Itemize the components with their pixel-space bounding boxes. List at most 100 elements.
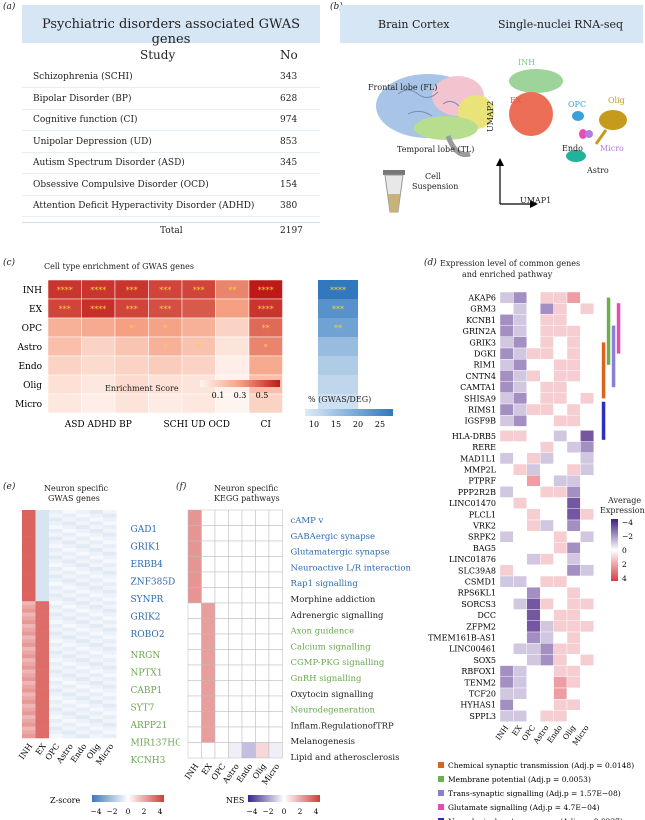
e-cell (49, 578, 63, 583)
f-cell (268, 664, 283, 681)
e-cell (62, 544, 76, 549)
study-count: 345 (280, 158, 298, 168)
e-cell (35, 688, 49, 693)
d-cell (499, 530, 514, 543)
e-cell (49, 703, 63, 708)
cluster-label-micro: Micro (600, 144, 624, 153)
e-cell (76, 665, 90, 670)
e-cell (89, 662, 103, 667)
d-gene-label: CNTN4 (465, 372, 496, 381)
d-gene-label: LINC01470 (449, 499, 496, 508)
e-cell (76, 529, 90, 534)
f-cell (241, 509, 256, 526)
f-pathway-blue: cAMP v (291, 516, 324, 526)
d-cell (566, 676, 581, 689)
e-cell (22, 551, 36, 556)
f-cell (214, 525, 229, 542)
d-cell (553, 486, 568, 498)
e-cell (22, 677, 36, 682)
d-cell (566, 542, 581, 554)
e-cell (35, 551, 49, 556)
d-pathway-swatch (438, 818, 444, 820)
e-cell (89, 548, 103, 553)
f-cell (187, 726, 202, 743)
d-cell (553, 575, 568, 588)
e-cell (76, 734, 90, 739)
e-cell (76, 620, 90, 625)
e-cell (22, 536, 36, 541)
f-cell (187, 664, 202, 681)
e-cell (49, 665, 63, 670)
d-cell (499, 519, 514, 532)
d-cell (553, 530, 568, 543)
e-cell (49, 681, 63, 686)
brain-stem (445, 135, 471, 158)
d-cell (513, 358, 528, 371)
f-cell (201, 695, 216, 712)
d-cell (499, 381, 514, 393)
f-cell (214, 587, 229, 604)
f-cell (228, 726, 243, 743)
d-cell (526, 587, 541, 599)
e-cell (22, 582, 36, 587)
c-row-label: Micro (15, 400, 42, 410)
e-cell (89, 665, 103, 670)
e-cell (22, 589, 36, 594)
f-cell (214, 664, 229, 681)
d-cell (526, 575, 541, 588)
e-cell (49, 597, 63, 602)
e-cell (22, 605, 36, 610)
e-cell (35, 662, 49, 667)
c-side-stars: **** (330, 286, 346, 295)
d-cell (553, 710, 568, 722)
e-cell (49, 521, 63, 526)
e-gene-green: ARPP21 (130, 721, 168, 731)
d-cell (499, 643, 514, 655)
e-cell (89, 643, 103, 648)
d-cell (566, 530, 581, 543)
d-legend-tick: 2 (622, 560, 627, 569)
e-cell (35, 612, 49, 617)
d-gene-label: MAD1L1 (460, 454, 496, 463)
e-cell (89, 608, 103, 613)
e-cell (49, 684, 63, 689)
e-cell (89, 559, 103, 564)
d-cell (580, 687, 594, 700)
c-cell (114, 393, 149, 414)
d-cell (566, 609, 581, 622)
d-cell (580, 392, 594, 405)
e-cell (89, 707, 103, 712)
e-cell (103, 726, 117, 731)
e-cell (35, 540, 49, 545)
e-cell (103, 677, 117, 682)
d-cell (553, 676, 568, 689)
enrichment-tick: 0.5 (256, 391, 269, 400)
e-cell (49, 529, 63, 534)
e-cell (89, 513, 103, 518)
d-cell (526, 542, 541, 554)
e-cell (49, 730, 63, 735)
e-cell (103, 555, 117, 560)
d-cell (580, 564, 594, 577)
f-cell (255, 556, 270, 573)
c-cell (114, 336, 149, 357)
e-cell (35, 563, 49, 568)
f-cell (201, 540, 216, 557)
e-cell (22, 707, 36, 712)
d-cell (539, 609, 554, 622)
e-cell (89, 612, 103, 617)
f-cell (187, 711, 202, 728)
d-cell (513, 643, 528, 655)
e-cell (35, 601, 49, 606)
e-cell (35, 696, 49, 701)
c-cell (81, 317, 116, 338)
f-legend-colorbar (248, 795, 320, 802)
e-cell (22, 570, 36, 575)
d-cell (539, 291, 554, 304)
e-cell (62, 608, 76, 613)
d-pathway-label: Membrane potential (Adj.p = 0.0053) (448, 775, 591, 784)
f-cell (228, 633, 243, 650)
d-cell (553, 609, 568, 622)
f-pathway-black: Oxytocin signalling (291, 690, 374, 700)
pct-tick: 10 (309, 420, 319, 429)
